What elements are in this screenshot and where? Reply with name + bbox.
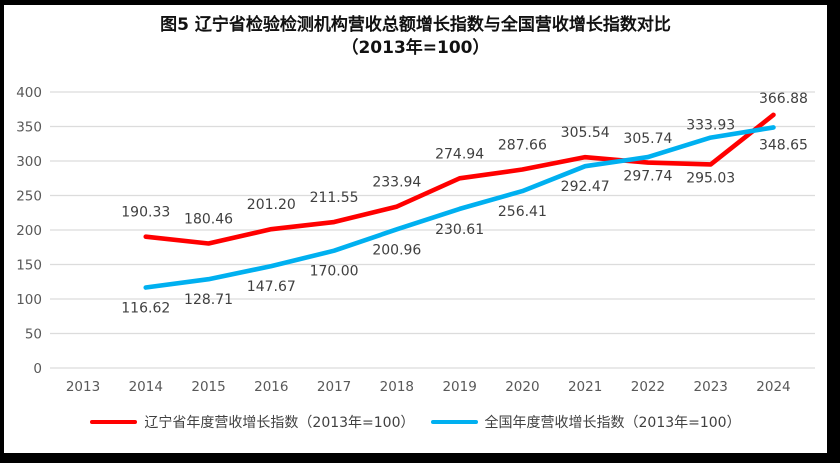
x-axis-label: 2023 bbox=[694, 379, 728, 395]
data-label-liaoning: 211.55 bbox=[310, 190, 359, 206]
data-label-liaoning: 297.74 bbox=[623, 169, 672, 185]
chart-title: 图5 辽宁省检验检测机构营收总额增长指数与全国营收增长指数对比 （2013年=1… bbox=[4, 14, 827, 60]
data-label-liaoning: 233.94 bbox=[372, 175, 421, 191]
legend-label-liaoning: 辽宁省年度营收增长指数（2013年=100） bbox=[144, 415, 415, 431]
x-axis-label: 2016 bbox=[254, 379, 288, 395]
x-axis-label: 2017 bbox=[317, 379, 351, 395]
legend-swatch-national bbox=[430, 419, 478, 425]
y-axis-label: 0 bbox=[33, 361, 42, 377]
y-axis-label: 400 bbox=[16, 85, 42, 101]
legend-item-liaoning: 辽宁省年度营收增长指数（2013年=100） bbox=[90, 412, 415, 432]
y-axis-label: 100 bbox=[16, 292, 42, 308]
y-axis-label: 250 bbox=[16, 189, 42, 205]
series-line-liaoning bbox=[143, 112, 776, 246]
data-label-liaoning: 190.33 bbox=[121, 205, 170, 221]
data-label-national: 256.41 bbox=[498, 204, 547, 220]
data-label-liaoning: 201.20 bbox=[247, 197, 296, 213]
x-axis-label: 2013 bbox=[66, 379, 100, 395]
x-axis-label: 2021 bbox=[568, 379, 602, 395]
chart-svg: 0 50 100 150 200 250 300 350 400 2013 2014 2015 2016… bbox=[16, 85, 815, 395]
data-label-national: 170.00 bbox=[310, 264, 359, 280]
chart-title-line1: 图5 辽宁省检验检测机构营收总额增长指数与全国营收增长指数对比 bbox=[160, 15, 671, 35]
y-axis-label: 350 bbox=[16, 120, 42, 136]
data-label-liaoning: 180.46 bbox=[184, 211, 233, 227]
chart-title-line2: （2013年=100） bbox=[341, 38, 490, 58]
x-axis-label: 2018 bbox=[380, 379, 414, 395]
data-label-liaoning: 305.54 bbox=[561, 125, 610, 141]
data-label-national: 333.93 bbox=[686, 118, 735, 134]
data-label-national: 147.67 bbox=[247, 279, 296, 295]
legend: 辽宁省年度营收增长指数（2013年=100） 全国年度营收增长指数（2013年=… bbox=[4, 410, 827, 434]
legend-item-national: 全国年度营收增长指数（2013年=100） bbox=[430, 412, 741, 432]
data-label-liaoning: 366.88 bbox=[759, 91, 808, 107]
x-axis-label: 2015 bbox=[191, 379, 225, 395]
data-label-national: 128.71 bbox=[184, 292, 233, 308]
data-label-liaoning: 287.66 bbox=[498, 138, 547, 154]
x-axis-label: 2024 bbox=[756, 379, 790, 395]
y-axis-label: 50 bbox=[25, 327, 42, 343]
data-label-national: 305.74 bbox=[623, 131, 672, 147]
y-axis-label: 150 bbox=[16, 258, 42, 274]
data-label-liaoning: 274.94 bbox=[435, 146, 484, 162]
series-line-national bbox=[143, 125, 776, 290]
x-axis-label: 2020 bbox=[505, 379, 539, 395]
x-axis-label: 2019 bbox=[442, 379, 476, 395]
data-label-national: 200.96 bbox=[372, 242, 421, 258]
data-label-national: 348.65 bbox=[759, 137, 808, 153]
y-axis-label: 200 bbox=[16, 223, 42, 239]
data-label-national: 230.61 bbox=[435, 222, 484, 238]
data-label-national: 116.62 bbox=[121, 301, 170, 317]
legend-label-national: 全国年度营收增长指数（2013年=100） bbox=[484, 415, 741, 431]
y-axis-label: 300 bbox=[16, 154, 42, 170]
legend-swatch-liaoning bbox=[90, 419, 138, 425]
x-axis-label: 2022 bbox=[631, 379, 665, 395]
x-axis-label: 2014 bbox=[129, 379, 163, 395]
data-label-national: 292.47 bbox=[561, 179, 610, 195]
data-label-liaoning: 295.03 bbox=[686, 170, 735, 186]
